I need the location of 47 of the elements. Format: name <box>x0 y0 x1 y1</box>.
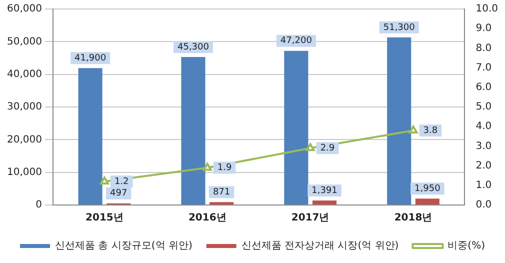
data-label: 1,950 <box>414 184 441 194</box>
y2-tick-label: 8.0 <box>476 42 492 54</box>
data-label: 45,300 <box>177 42 210 52</box>
data-label: 1,391 <box>312 186 338 196</box>
y2-tick-label: 3.0 <box>476 140 492 152</box>
y-tick-label: 50,000 <box>6 36 42 48</box>
legend-label: 신선제품 총 시장규모(억 위안) <box>55 240 192 252</box>
data-label: 41,900 <box>74 53 106 64</box>
data-label: 871 <box>212 188 230 198</box>
point <box>408 126 418 134</box>
y2-tick-label: 0.0 <box>476 200 492 211</box>
y2-tick-label: 4.0 <box>476 121 492 132</box>
y2-tick-label: 7.0 <box>476 62 492 74</box>
y2-tick-label: 6.0 <box>476 82 492 93</box>
data-label: 1.2 <box>114 176 129 187</box>
x-tick-label: 2017년 <box>291 212 330 224</box>
bar <box>284 50 308 204</box>
y2-tick-label: 5.0 <box>476 102 492 113</box>
x-tick-label: 2016년 <box>188 212 226 224</box>
bar <box>312 200 337 204</box>
bar <box>415 198 440 204</box>
legend-label: 신선제품 전자상거래 시장(억 위안) <box>241 240 399 252</box>
y-tick-label: 40,000 <box>6 68 42 80</box>
data-label: 47,200 <box>280 36 312 46</box>
x-tick-label: 2018년 <box>394 212 432 224</box>
bar <box>387 37 412 204</box>
data-label: 51,300 <box>383 22 416 33</box>
y2-tick-label: 2.0 <box>476 160 492 172</box>
bar <box>78 68 102 204</box>
data-label: 497 <box>110 188 128 199</box>
y2-tick-label: 1.0 <box>476 180 492 191</box>
y-tick-label: 30,000 <box>6 102 42 113</box>
y2-tick-label: 10.0 <box>476 4 498 15</box>
point <box>306 143 315 152</box>
point <box>100 176 109 184</box>
data-label: 3.8 <box>423 126 438 136</box>
y2-tick-label: 9.0 <box>476 23 492 34</box>
data-label: 2.9 <box>320 144 335 154</box>
x-tick-label: 2015년 <box>86 212 124 224</box>
y-tick-label: 60,000 <box>6 4 42 15</box>
y-tick-label: 0 <box>36 200 42 211</box>
y-tick-label: 20,000 <box>6 134 42 146</box>
bar <box>181 57 206 204</box>
legend-label: 비중(%) <box>448 240 486 252</box>
point <box>202 162 212 171</box>
y-tick-label: 10,000 <box>6 166 42 178</box>
data-label: 1.9 <box>217 163 232 174</box>
